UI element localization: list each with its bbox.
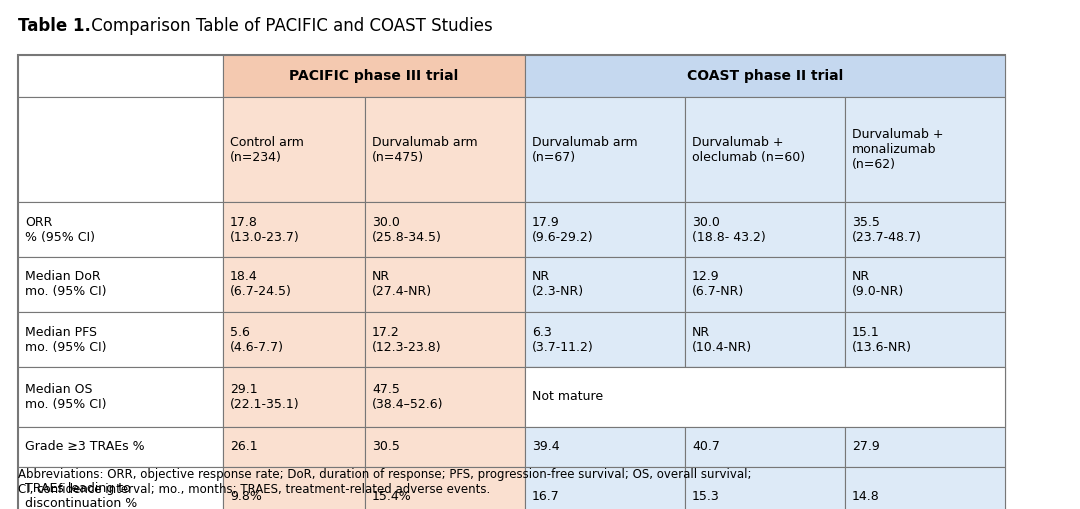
Bar <box>525 257 685 312</box>
Bar <box>365 367 525 427</box>
Bar <box>222 312 365 367</box>
Text: 15.1
(13.6-NR): 15.1 (13.6-NR) <box>852 325 912 353</box>
Bar <box>18 55 222 97</box>
Text: NR
(9.0-NR): NR (9.0-NR) <box>852 270 904 298</box>
Bar <box>525 367 1005 427</box>
Bar <box>685 202 845 257</box>
Bar <box>685 312 845 367</box>
Bar <box>525 97 685 202</box>
Text: 29.1
(22.1-35.1): 29.1 (22.1-35.1) <box>230 383 299 411</box>
Text: Median PFS
mo. (95% CI): Median PFS mo. (95% CI) <box>25 325 107 353</box>
Bar <box>525 367 685 427</box>
Bar <box>365 257 525 312</box>
Text: Median OS
mo. (95% CI): Median OS mo. (95% CI) <box>25 383 107 411</box>
Text: 18.4
(6.7-24.5): 18.4 (6.7-24.5) <box>230 270 292 298</box>
Text: Control arm
(n=234): Control arm (n=234) <box>230 135 303 163</box>
Text: Durvalumab arm
(n=475): Durvalumab arm (n=475) <box>372 135 477 163</box>
Text: Median DoR
mo. (95% CI): Median DoR mo. (95% CI) <box>25 270 107 298</box>
Bar <box>525 427 685 467</box>
Bar <box>18 367 222 427</box>
Bar <box>525 312 685 367</box>
Bar <box>222 257 365 312</box>
Text: NR
(27.4-NR): NR (27.4-NR) <box>372 270 432 298</box>
Text: 6.3
(3.7-11.2): 6.3 (3.7-11.2) <box>532 325 594 353</box>
Text: Comparison Table of PACIFIC and COAST Studies: Comparison Table of PACIFIC and COAST St… <box>86 17 492 35</box>
Bar <box>222 427 365 467</box>
Text: COAST phase II trial: COAST phase II trial <box>687 69 843 83</box>
Text: 27.9: 27.9 <box>852 440 880 454</box>
Bar <box>222 467 365 509</box>
Bar <box>365 312 525 367</box>
Bar <box>525 467 685 509</box>
Text: Durvalumab +
oleclumab (n=60): Durvalumab + oleclumab (n=60) <box>692 135 805 163</box>
Bar <box>18 427 222 467</box>
Text: ORR
% (95% CI): ORR % (95% CI) <box>25 215 95 243</box>
Text: Grade ≥3 TRAEs %: Grade ≥3 TRAEs % <box>25 440 145 454</box>
Text: 14.8: 14.8 <box>852 490 880 502</box>
Text: 26.1: 26.1 <box>230 440 258 454</box>
Bar <box>365 97 525 202</box>
Text: Table 1.: Table 1. <box>18 17 91 35</box>
Text: 30.0
(18.8- 43.2): 30.0 (18.8- 43.2) <box>692 215 766 243</box>
Text: 17.2
(12.3-23.8): 17.2 (12.3-23.8) <box>372 325 442 353</box>
Bar <box>685 257 845 312</box>
Bar <box>18 97 222 202</box>
Text: 15.3: 15.3 <box>692 490 719 502</box>
Bar <box>845 427 1005 467</box>
Bar <box>18 257 222 312</box>
Text: 17.9
(9.6-29.2): 17.9 (9.6-29.2) <box>532 215 594 243</box>
Bar <box>845 312 1005 367</box>
Text: 30.0
(25.8-34.5): 30.0 (25.8-34.5) <box>372 215 442 243</box>
Bar <box>685 367 845 427</box>
Bar <box>845 467 1005 509</box>
Bar <box>845 97 1005 202</box>
Text: 12.9
(6.7-NR): 12.9 (6.7-NR) <box>692 270 744 298</box>
Bar <box>685 427 845 467</box>
Bar <box>685 97 845 202</box>
Bar <box>222 367 365 427</box>
Text: Abbreviations: ORR, objective response rate; DoR, duration of response; PFS, pro: Abbreviations: ORR, objective response r… <box>18 468 752 496</box>
Bar <box>222 97 365 202</box>
Bar <box>525 202 685 257</box>
Bar <box>845 202 1005 257</box>
Bar <box>222 202 365 257</box>
Bar <box>18 312 222 367</box>
Text: Durvalumab arm
(n=67): Durvalumab arm (n=67) <box>532 135 637 163</box>
Text: PACIFIC phase III trial: PACIFIC phase III trial <box>289 69 459 83</box>
Text: 30.5: 30.5 <box>372 440 400 454</box>
Text: NR
(10.4-NR): NR (10.4-NR) <box>692 325 752 353</box>
Bar <box>222 55 525 97</box>
Bar <box>685 467 845 509</box>
Text: 35.5
(23.7-48.7): 35.5 (23.7-48.7) <box>852 215 922 243</box>
Text: TRAEs leading to
discontinuation %: TRAEs leading to discontinuation % <box>25 482 137 509</box>
Text: 9.8%: 9.8% <box>230 490 261 502</box>
Bar <box>845 257 1005 312</box>
Text: 17.8
(13.0-23.7): 17.8 (13.0-23.7) <box>230 215 300 243</box>
Text: Not mature: Not mature <box>532 390 603 404</box>
Bar <box>365 467 525 509</box>
Text: Durvalumab +
monalizumab
(n=62): Durvalumab + monalizumab (n=62) <box>852 128 944 171</box>
Bar <box>18 202 222 257</box>
Text: 47.5
(38.4–52.6): 47.5 (38.4–52.6) <box>372 383 444 411</box>
Text: 16.7: 16.7 <box>532 490 559 502</box>
Text: 5.6
(4.6-7.7): 5.6 (4.6-7.7) <box>230 325 284 353</box>
Bar <box>18 467 222 509</box>
Text: 39.4: 39.4 <box>532 440 559 454</box>
Bar <box>365 202 525 257</box>
Bar <box>365 427 525 467</box>
Text: 15.4%: 15.4% <box>372 490 411 502</box>
Text: 40.7: 40.7 <box>692 440 720 454</box>
Text: NR
(2.3-NR): NR (2.3-NR) <box>532 270 584 298</box>
Bar <box>525 55 1005 97</box>
Bar <box>845 367 1005 427</box>
